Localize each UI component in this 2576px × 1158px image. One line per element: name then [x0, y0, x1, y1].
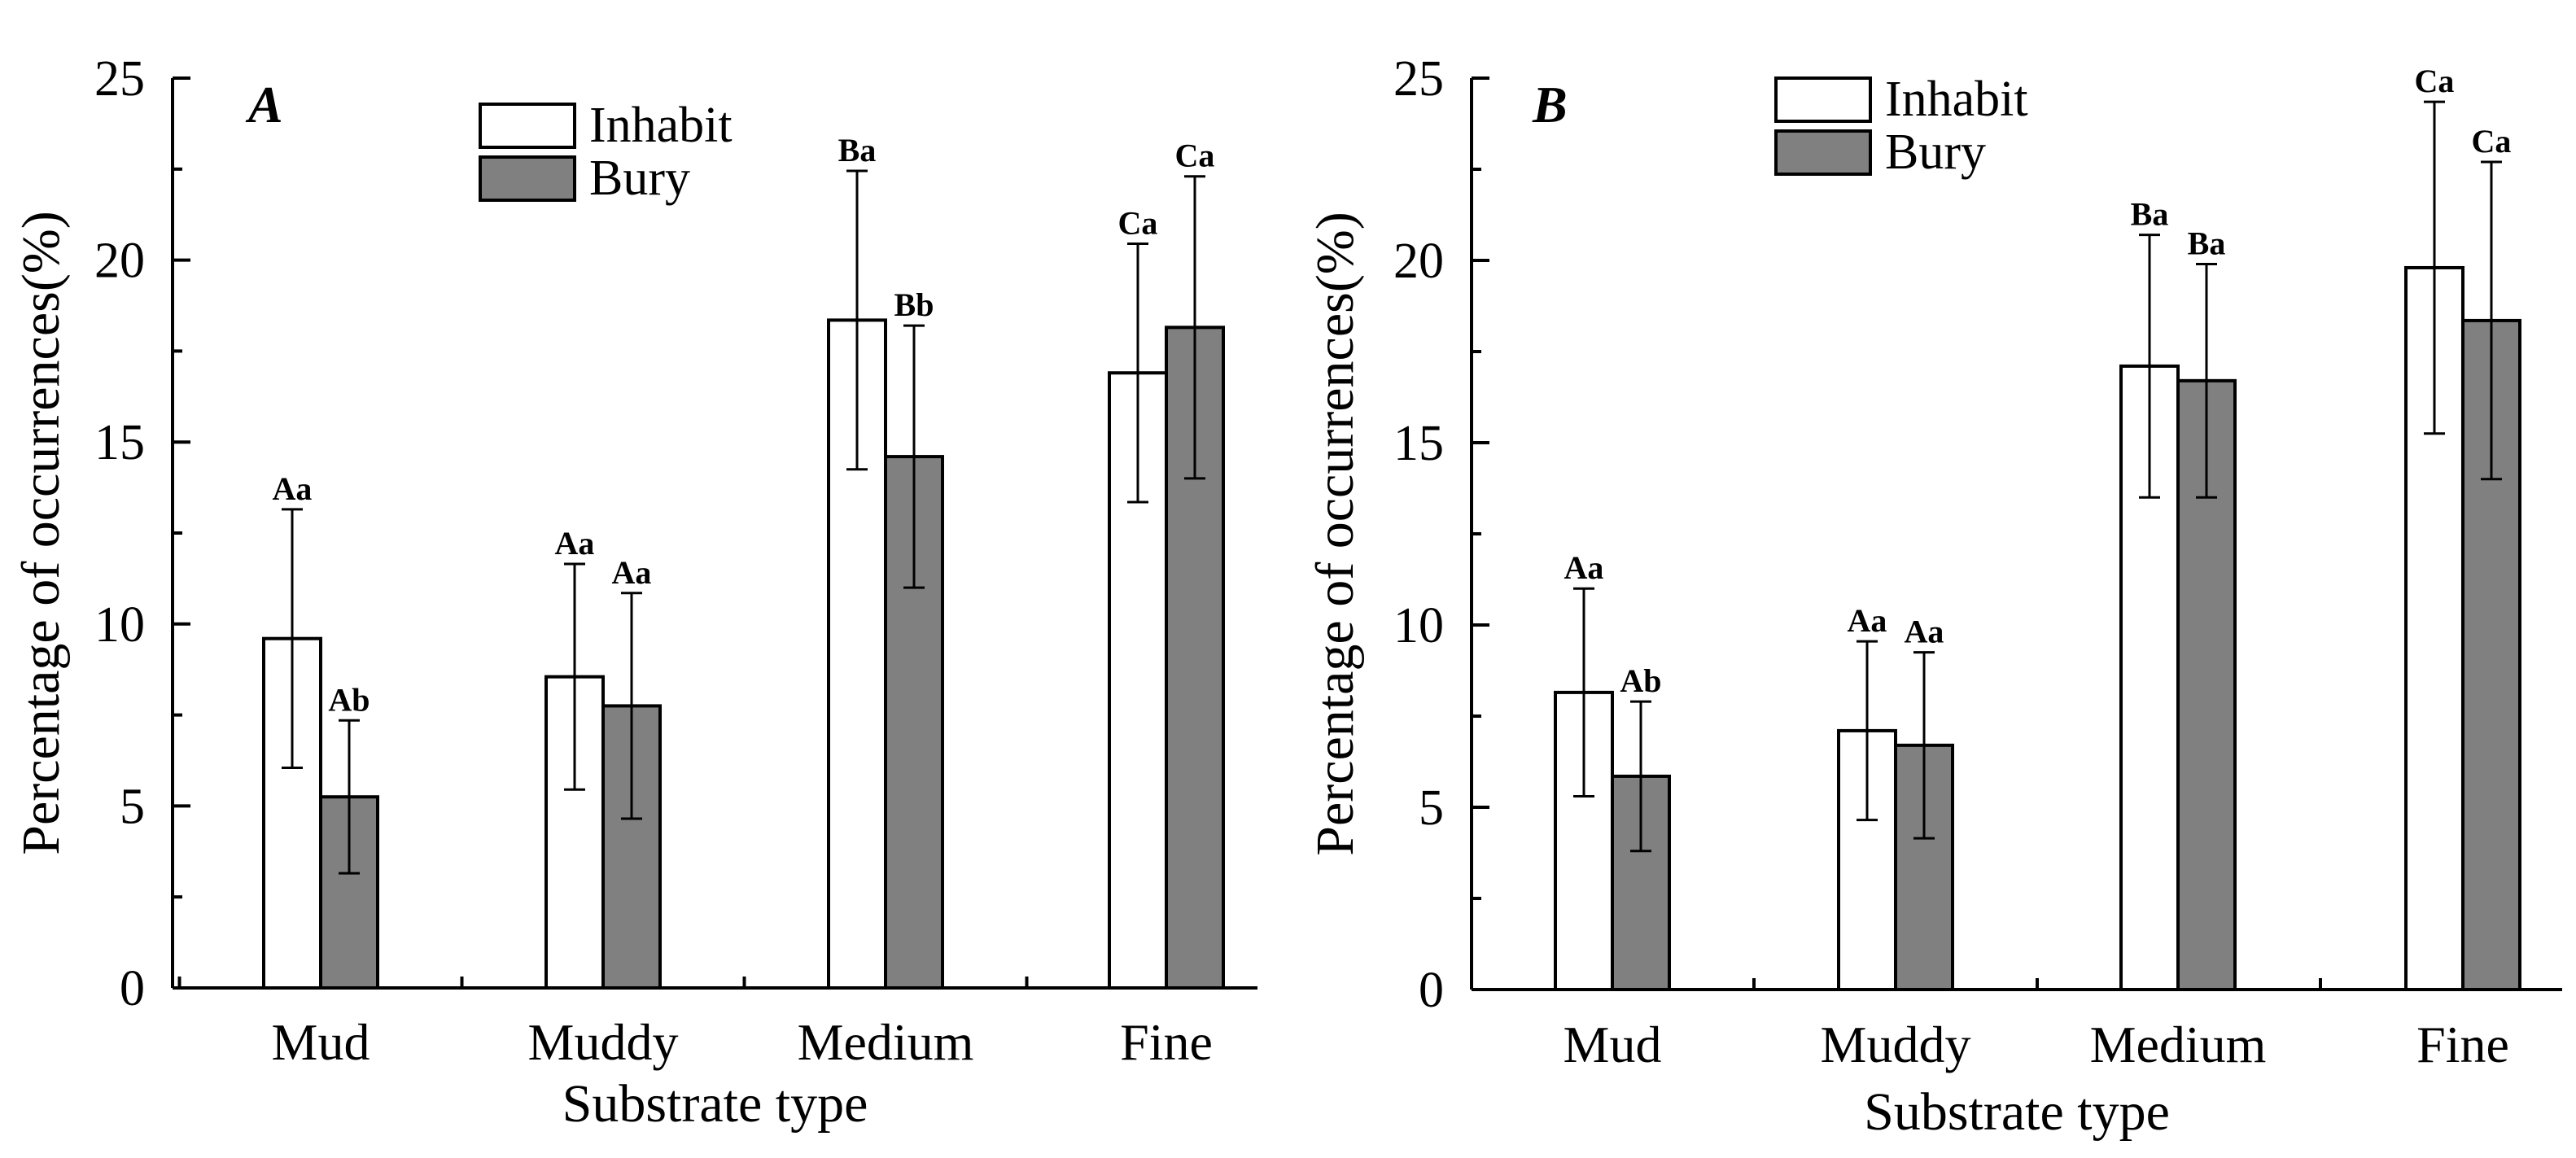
significance-label: Ba	[838, 132, 877, 168]
x-tick-label: Muddy	[1821, 1016, 1971, 1073]
x-tick-label: Mud	[272, 1013, 370, 1071]
panel-letter: A	[245, 76, 283, 133]
y-tick-label: 10	[94, 597, 145, 653]
significance-label: Aa	[555, 525, 595, 562]
significance-label: Aa	[612, 554, 652, 591]
y-axis-title: Percentage of occurrences(%)	[11, 211, 71, 855]
significance-label: Aa	[273, 470, 313, 507]
significance-label: Bb	[894, 286, 934, 323]
x-tick-label: Fine	[2416, 1016, 2509, 1073]
legend-swatch-bury	[479, 155, 576, 202]
significance-label: Ab	[1620, 662, 1661, 699]
significance-label: Ca	[1118, 204, 1158, 241]
x-axis-title: Substrate type	[562, 1074, 868, 1134]
legend-label-inhabit: Inhabit	[1885, 72, 2028, 127]
y-tick-label: 0	[120, 961, 145, 1016]
legend-swatch-inhabit	[479, 103, 576, 149]
legend-swatch-inhabit	[1774, 76, 1872, 123]
y-tick-label: 20	[1393, 234, 1444, 289]
significance-label: Ba	[2131, 196, 2169, 233]
legend-label-bury: Bury	[1885, 125, 1986, 180]
significance-label: Ca	[2472, 123, 2512, 159]
x-tick-label: Medium	[798, 1013, 974, 1071]
significance-label: Aa	[1848, 602, 1887, 639]
y-tick-label: 5	[1419, 780, 1444, 836]
y-tick-label: 15	[94, 415, 145, 470]
y-tick-label: 5	[120, 779, 145, 834]
x-tick-label: Medium	[2090, 1016, 2267, 1073]
x-tick-label: Mud	[1564, 1016, 1662, 1073]
legend-label-inhabit: Inhabit	[589, 98, 733, 153]
panel-letter: B	[1532, 76, 1568, 133]
x-tick-label: Fine	[1120, 1013, 1213, 1071]
x-axis-title: Substrate type	[1864, 1082, 2170, 1142]
significance-label: Ca	[2415, 63, 2455, 99]
legend-swatch-bury	[1774, 129, 1872, 176]
x-tick-label: Muddy	[528, 1013, 679, 1071]
legend-label-bury: Bury	[589, 151, 690, 206]
significance-label: Ab	[328, 681, 370, 718]
significance-label: Ca	[1175, 138, 1215, 174]
panel-b: 0 5 10 15 20 25 Aa Ab Mud Aa Aa Muddy Ba Ba Medium Ca Ca…	[1305, 51, 2562, 1142]
panel-a: 0 5 10 15 20 25 Aa Ab Mud Aa Aa Muddy Ba Bb Medium Ca Ca…	[11, 51, 1257, 1134]
significance-label: Aa	[1564, 549, 1604, 586]
y-tick-label: 0	[1419, 963, 1444, 1018]
y-tick-label: 25	[1393, 51, 1444, 107]
y-axis-title: Percentage of occurrences(%)	[1305, 212, 1365, 856]
y-tick-label: 25	[94, 51, 145, 107]
y-tick-label: 20	[94, 234, 145, 289]
significance-label: Ba	[2188, 225, 2226, 261]
significance-label: Aa	[1905, 614, 1944, 650]
y-tick-label: 10	[1393, 598, 1444, 653]
y-tick-label: 15	[1393, 416, 1444, 471]
